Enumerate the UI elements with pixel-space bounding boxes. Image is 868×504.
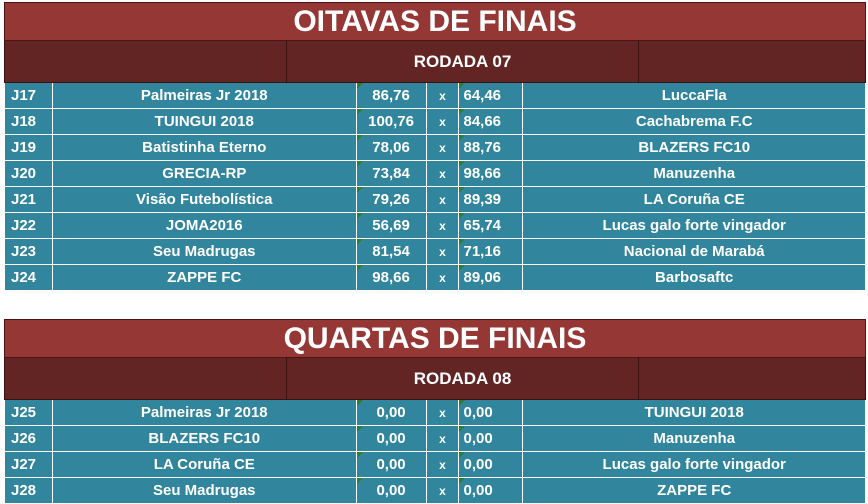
section-title: OITAVAS DE FINAIS xyxy=(4,2,866,41)
home-score: 56,69 xyxy=(356,213,427,239)
home-score: 78,06 xyxy=(356,135,427,161)
match-id: J23 xyxy=(5,239,53,265)
away-score: 65,74 xyxy=(459,213,524,239)
match-row: J19 Batistinha Eterno 78,06 x 88,76 BLAZ… xyxy=(5,135,867,161)
match-row: J27 LA Coruña CE 0,00 x 0,00 Lucas galo … xyxy=(5,452,867,478)
match-row: J23 Seu Madrugas 81,54 x 71,16 Nacional … xyxy=(5,239,867,265)
home-score: 0,00 xyxy=(356,452,427,478)
away-score: 89,06 xyxy=(459,265,524,291)
home-team: BLAZERS FC10 xyxy=(52,426,357,452)
away-team: Barbosaftc xyxy=(523,265,867,291)
away-team: BLAZERS FC10 xyxy=(523,135,867,161)
home-team: Palmeiras Jr 2018 xyxy=(52,83,357,109)
away-team: Lucas galo forte vingador xyxy=(523,452,867,478)
home-team: Seu Madrugas xyxy=(52,239,357,265)
bracket-section-quartas: QUARTAS DE FINAIS RODADA 08 J25 Palmeira… xyxy=(4,319,867,504)
match-row: J24 ZAPPE FC 98,66 x 89,06 Barbosaftc xyxy=(5,265,867,291)
match-row: J21 Visão Futebolística 79,26 x 89,39 LA… xyxy=(5,187,867,213)
away-score: 88,76 xyxy=(459,135,524,161)
round-header: RODADA 08 xyxy=(4,358,866,400)
versus-separator: x xyxy=(426,213,460,239)
match-id: J17 xyxy=(5,83,53,109)
match-row: J20 GRECIA-RP 73,84 x 98,66 Manuzenha xyxy=(5,161,867,187)
round-label: RODADA 08 xyxy=(287,358,639,399)
home-team: LA Coruña CE xyxy=(52,452,357,478)
versus-separator: x xyxy=(426,452,460,478)
home-team: TUINGUI 2018 xyxy=(52,109,357,135)
match-id: J22 xyxy=(5,213,53,239)
match-id: J26 xyxy=(5,426,53,452)
versus-separator: x xyxy=(426,161,460,187)
home-score: 0,00 xyxy=(356,400,427,426)
away-score: 0,00 xyxy=(459,478,524,504)
home-team: ZAPPE FC xyxy=(52,265,357,291)
versus-separator: x xyxy=(426,239,460,265)
round-header-spacer-left xyxy=(5,41,287,82)
match-id: J20 xyxy=(5,161,53,187)
versus-separator: x xyxy=(426,400,460,426)
section-title: QUARTAS DE FINAIS xyxy=(4,319,866,358)
versus-separator: x xyxy=(426,478,460,504)
home-score: 86,76 xyxy=(356,83,427,109)
round-label: RODADA 07 xyxy=(287,41,639,82)
home-team: GRECIA-RP xyxy=(52,161,357,187)
home-team: Seu Madrugas xyxy=(52,478,357,504)
versus-separator: x xyxy=(426,83,460,109)
home-score: 98,66 xyxy=(356,265,427,291)
versus-separator: x xyxy=(426,135,460,161)
home-score: 100,76 xyxy=(356,109,427,135)
round-header-spacer-right xyxy=(639,358,865,399)
match-id: J25 xyxy=(5,400,53,426)
match-id: J24 xyxy=(5,265,53,291)
match-list: J25 Palmeiras Jr 2018 0,00 x 0,00 TUINGU… xyxy=(4,400,867,504)
away-team: LA Coruña CE xyxy=(523,187,867,213)
away-score: 0,00 xyxy=(459,452,524,478)
away-team: Manuzenha xyxy=(523,161,867,187)
match-id: J28 xyxy=(5,478,53,504)
away-score: 89,39 xyxy=(459,187,524,213)
away-score: 71,16 xyxy=(459,239,524,265)
home-score: 0,00 xyxy=(356,426,427,452)
home-score: 81,54 xyxy=(356,239,427,265)
home-team: Visão Futebolística xyxy=(52,187,357,213)
match-row: J17 Palmeiras Jr 2018 86,76 x 64,46 Lucc… xyxy=(5,83,867,109)
match-list: J17 Palmeiras Jr 2018 86,76 x 64,46 Lucc… xyxy=(4,83,867,291)
round-header-spacer-right xyxy=(639,41,865,82)
versus-separator: x xyxy=(426,187,460,213)
away-score: 0,00 xyxy=(459,400,524,426)
round-header: RODADA 07 xyxy=(4,41,866,83)
home-score: 0,00 xyxy=(356,478,427,504)
match-id: J27 xyxy=(5,452,53,478)
match-row: J26 BLAZERS FC10 0,00 x 0,00 Manuzenha xyxy=(5,426,867,452)
versus-separator: x xyxy=(426,426,460,452)
away-team: Nacional de Marabá xyxy=(523,239,867,265)
away-team: ZAPPE FC xyxy=(523,478,867,504)
away-team: Manuzenha xyxy=(523,426,867,452)
versus-separator: x xyxy=(426,265,460,291)
match-id: J19 xyxy=(5,135,53,161)
match-row: J28 Seu Madrugas 0,00 x 0,00 ZAPPE FC xyxy=(5,478,867,504)
home-team: Batistinha Eterno xyxy=(52,135,357,161)
home-score: 79,26 xyxy=(356,187,427,213)
bracket-section-oitavas: OITAVAS DE FINAIS RODADA 07 J17 Palmeira… xyxy=(4,2,867,291)
match-id: J21 xyxy=(5,187,53,213)
match-row: J22 JOMA2016 56,69 x 65,74 Lucas galo fo… xyxy=(5,213,867,239)
away-team: TUINGUI 2018 xyxy=(523,400,867,426)
round-header-spacer-left xyxy=(5,358,287,399)
away-score: 84,66 xyxy=(459,109,524,135)
away-team: Lucas galo forte vingador xyxy=(523,213,867,239)
away-team: LuccaFla xyxy=(523,83,867,109)
match-row: J18 TUINGUI 2018 100,76 x 84,66 Cachabre… xyxy=(5,109,867,135)
home-team: Palmeiras Jr 2018 xyxy=(52,400,357,426)
away-score: 98,66 xyxy=(459,161,524,187)
match-id: J18 xyxy=(5,109,53,135)
home-score: 73,84 xyxy=(356,161,427,187)
away-score: 0,00 xyxy=(459,426,524,452)
away-team: Cachabrema F.C xyxy=(523,109,867,135)
versus-separator: x xyxy=(426,109,460,135)
match-row: J25 Palmeiras Jr 2018 0,00 x 0,00 TUINGU… xyxy=(5,400,867,426)
home-team: JOMA2016 xyxy=(52,213,357,239)
away-score: 64,46 xyxy=(459,83,524,109)
